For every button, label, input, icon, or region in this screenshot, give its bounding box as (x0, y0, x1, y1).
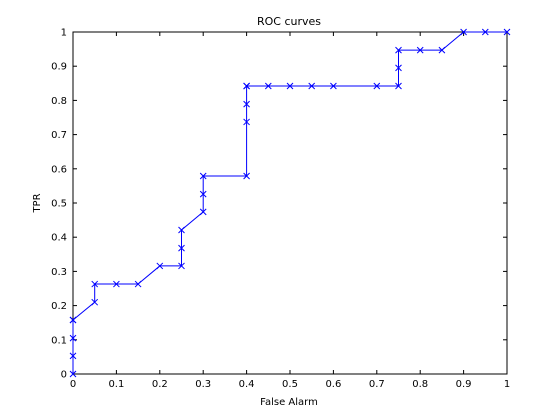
y-tick-label: 1 (61, 28, 67, 39)
x-tick-label: 0.7 (369, 379, 385, 390)
y-tick-label: 0.4 (51, 233, 67, 244)
x-tick-label: 0 (70, 379, 76, 390)
y-tick-label: 0.8 (51, 96, 67, 107)
x-tick-label: 0.1 (108, 379, 124, 390)
y-tick-label: 0.5 (51, 199, 67, 210)
x-tick-label: 0.3 (195, 379, 211, 390)
y-tick-label: 0.2 (51, 301, 67, 312)
x-tick-label: 0.6 (325, 379, 341, 390)
x-tick-label: 0.8 (412, 379, 428, 390)
y-tick-label: 0.9 (51, 62, 67, 73)
y-tick-label: 0 (61, 370, 67, 381)
y-tick-label: 0.1 (51, 335, 67, 346)
x-tick-label: 0.4 (239, 379, 255, 390)
x-tick-label: 1 (504, 379, 510, 390)
y-tick-label: 0.3 (51, 267, 67, 278)
chart-title: ROC curves (257, 15, 321, 28)
x-tick-label: 0.2 (152, 379, 168, 390)
y-tick-label: 0.7 (51, 130, 67, 141)
x-tick-label: 0.5 (282, 379, 298, 390)
y-tick-label: 0.6 (51, 164, 67, 175)
x-axis-label: False Alarm (260, 397, 318, 408)
y-axis-label: TPR (32, 193, 43, 213)
x-tick-label: 0.9 (456, 379, 472, 390)
